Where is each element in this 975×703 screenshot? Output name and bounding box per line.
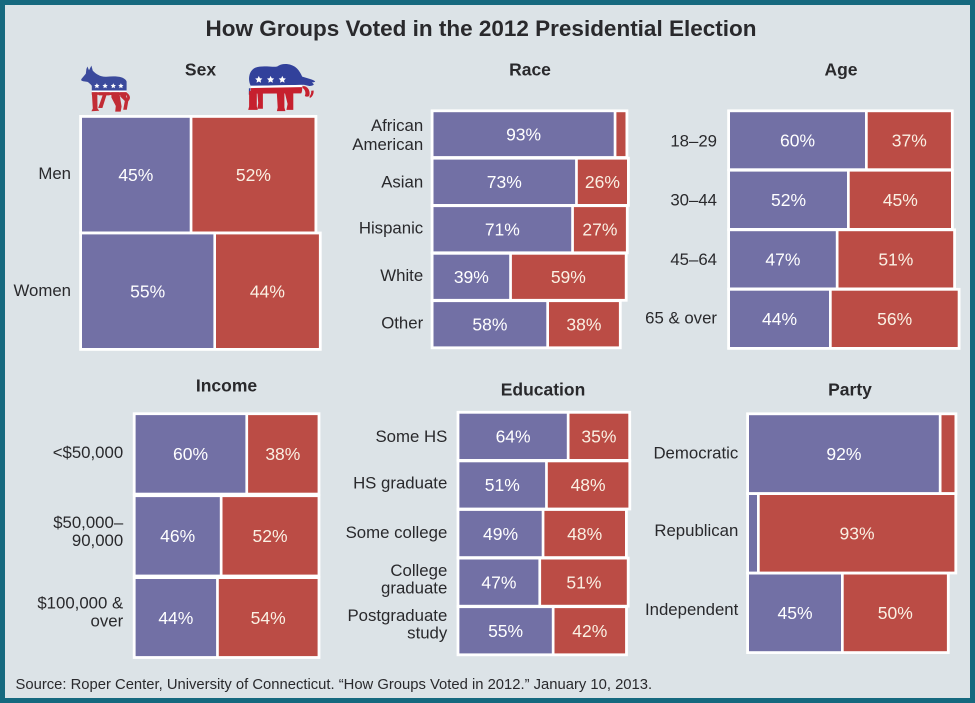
svg-text:48%: 48% <box>567 524 602 544</box>
svg-text:Women: Women <box>13 281 71 300</box>
svg-text:study: study <box>407 624 448 643</box>
svg-text:Some HS: Some HS <box>375 427 447 446</box>
svg-text:48%: 48% <box>571 475 606 495</box>
svg-text:56%: 56% <box>877 309 912 329</box>
svg-text:60%: 60% <box>780 130 815 150</box>
svg-text:Hispanic: Hispanic <box>359 219 423 238</box>
svg-text:Democratic: Democratic <box>653 443 738 462</box>
svg-text:59%: 59% <box>551 267 586 287</box>
svg-text:51%: 51% <box>878 250 913 270</box>
svg-text:46%: 46% <box>160 526 195 546</box>
svg-text:60%: 60% <box>173 444 208 464</box>
svg-text:Race: Race <box>509 60 551 80</box>
svg-text:45%: 45% <box>883 190 918 210</box>
svg-text:27%: 27% <box>582 219 617 239</box>
svg-text:49%: 49% <box>483 524 518 544</box>
svg-text:Income: Income <box>196 376 258 396</box>
svg-text:Age: Age <box>824 60 857 80</box>
svg-text:Republican: Republican <box>654 521 738 540</box>
svg-text:44%: 44% <box>762 309 797 329</box>
svg-text:45%: 45% <box>118 165 153 185</box>
svg-text:58%: 58% <box>472 314 507 334</box>
svg-text:graduate: graduate <box>381 579 447 598</box>
svg-text:90,000: 90,000 <box>72 531 123 550</box>
svg-text:45–64: 45–64 <box>670 250 717 269</box>
svg-text:55%: 55% <box>130 281 165 301</box>
svg-text:54%: 54% <box>251 608 286 628</box>
svg-text:51%: 51% <box>485 475 520 495</box>
svg-text:93%: 93% <box>840 524 875 544</box>
svg-text:Other: Other <box>381 313 423 332</box>
svg-text:26%: 26% <box>585 172 620 192</box>
svg-text:38%: 38% <box>566 314 601 334</box>
svg-text:47%: 47% <box>481 572 516 592</box>
svg-text:$100,000 &: $100,000 & <box>37 594 123 613</box>
svg-text:38%: 38% <box>265 444 300 464</box>
svg-text:47%: 47% <box>765 250 800 270</box>
svg-text:Education: Education <box>501 380 586 400</box>
svg-text:92%: 92% <box>826 444 861 464</box>
svg-text:over: over <box>91 612 124 631</box>
svg-text:30–44: 30–44 <box>670 191 717 210</box>
svg-text:Asian: Asian <box>381 173 423 192</box>
svg-text:How Groups Voted in the 2012 P: How Groups Voted in the 2012 Presidentia… <box>206 16 757 41</box>
svg-text:Sex: Sex <box>185 60 216 80</box>
svg-text:73%: 73% <box>487 172 522 192</box>
svg-text:Independent: Independent <box>645 600 739 619</box>
svg-text:52%: 52% <box>771 190 806 210</box>
svg-text:$50,000–: $50,000– <box>53 513 124 532</box>
svg-text:45%: 45% <box>777 603 812 623</box>
svg-text:37%: 37% <box>892 130 927 150</box>
svg-text:Men: Men <box>38 164 71 183</box>
svg-text:52%: 52% <box>236 165 271 185</box>
svg-text:52%: 52% <box>253 526 288 546</box>
svg-text:42%: 42% <box>572 621 607 641</box>
svg-text:35%: 35% <box>581 427 616 447</box>
svg-text:Postgraduate: Postgraduate <box>347 606 447 625</box>
svg-text:Party: Party <box>828 380 872 400</box>
svg-text:HS graduate: HS graduate <box>353 474 447 493</box>
svg-text:African: African <box>371 116 423 135</box>
svg-text:White: White <box>380 266 423 285</box>
svg-text:College: College <box>390 561 447 580</box>
svg-text:<$50,000: <$50,000 <box>53 443 123 462</box>
svg-text:Source: Roper Center, Universi: Source: Roper Center, University of Conn… <box>16 677 653 693</box>
svg-text:American: American <box>352 135 423 154</box>
svg-text:18–29: 18–29 <box>670 131 717 150</box>
svg-text:44%: 44% <box>250 281 285 301</box>
svg-text:50%: 50% <box>878 603 913 623</box>
svg-text:93%: 93% <box>506 124 541 144</box>
svg-text:44%: 44% <box>158 608 193 628</box>
svg-text:71%: 71% <box>485 219 520 239</box>
svg-text:39%: 39% <box>454 267 489 287</box>
svg-text:64%: 64% <box>496 427 531 447</box>
svg-text:Some college: Some college <box>346 523 448 542</box>
svg-text:55%: 55% <box>488 621 523 641</box>
svg-text:51%: 51% <box>566 572 601 592</box>
svg-text:65 & over: 65 & over <box>645 308 717 327</box>
